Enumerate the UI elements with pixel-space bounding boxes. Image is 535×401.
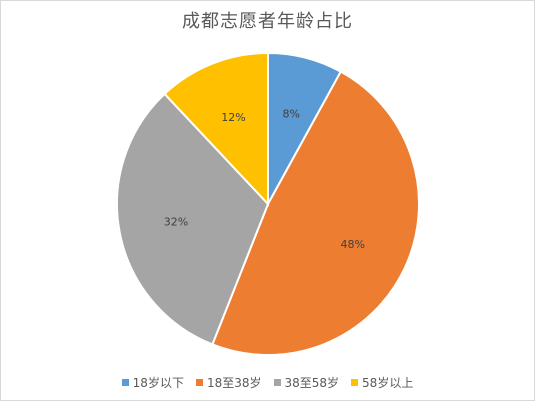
legend-swatch bbox=[121, 379, 129, 386]
chart-title: 成都志愿者年龄占比 bbox=[182, 11, 353, 32]
legend-item-1: 18岁以下 bbox=[121, 374, 184, 391]
pie-slice-4 bbox=[163, 51, 269, 207]
legend-item-3: 38至58岁 bbox=[273, 374, 340, 391]
legend-swatch bbox=[273, 379, 281, 386]
chart-legend: 18岁以下 18至38岁 38至58岁 58岁以上 bbox=[1, 374, 534, 391]
legend-label: 18岁以下 bbox=[132, 376, 184, 390]
data-label-4: 12% bbox=[221, 111, 245, 124]
legend-item-4: 58岁以上 bbox=[351, 374, 413, 391]
legend-label: 38至58岁 bbox=[284, 376, 340, 390]
data-label-2: 48% bbox=[340, 238, 364, 251]
pie-slice-2 bbox=[211, 70, 420, 356]
pie-slice-3 bbox=[116, 92, 270, 346]
data-label-1: 8% bbox=[283, 107, 300, 120]
legend-item-2: 18至38岁 bbox=[195, 374, 262, 391]
legend-swatch bbox=[195, 379, 203, 386]
legend-label: 18至38岁 bbox=[206, 376, 262, 390]
legend-label: 58岁以上 bbox=[362, 376, 414, 390]
data-label-3: 32% bbox=[164, 216, 188, 229]
legend-swatch bbox=[351, 379, 359, 386]
